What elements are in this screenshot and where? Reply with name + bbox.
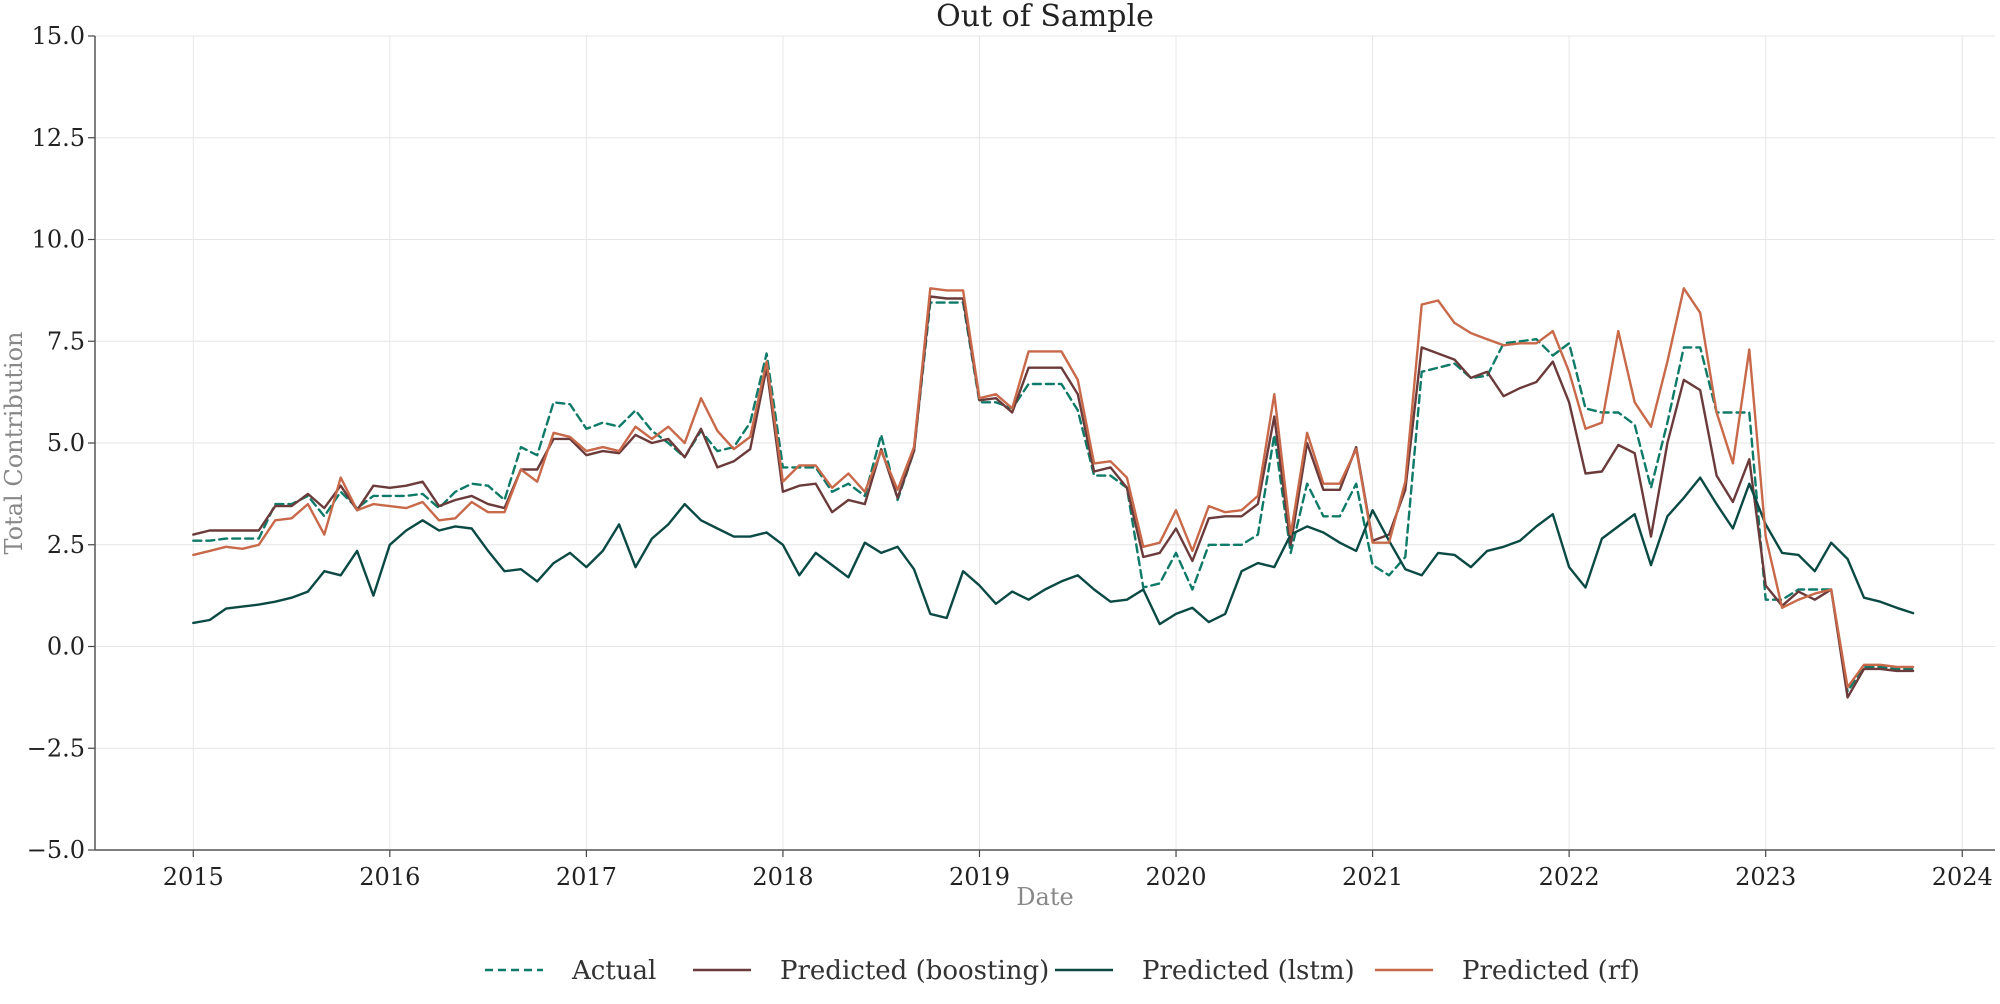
legend-label: Predicted (rf): [1462, 956, 1640, 986]
x-tick-label: 2019: [949, 863, 1010, 891]
series-line-predicted-rf: [192, 287, 1915, 689]
y-tick-label: 2.5: [47, 531, 85, 559]
legend: Actual Predicted (boosting) Predicted (lst…: [485, 956, 1640, 986]
y-tick-label: 15.0: [32, 22, 85, 50]
x-tick-label: 2022: [1539, 863, 1600, 891]
series-lines: [192, 287, 1915, 699]
grid-lines: [95, 35, 1995, 851]
y-tick-label: 10.0: [32, 226, 85, 254]
legend-label: Predicted (lstm): [1142, 956, 1355, 986]
x-tick-label: 2023: [1735, 863, 1796, 891]
x-tick-label: 2020: [1145, 863, 1206, 891]
y-tick-label: 0.0: [47, 633, 85, 661]
y-axis-title: Total Contribution: [0, 332, 28, 555]
y-tick-label: −2.5: [27, 734, 85, 762]
y-tick-label: 7.5: [47, 327, 85, 355]
x-axis-title: Date: [1016, 883, 1073, 911]
series-line-predicted-lstm: [192, 476, 1915, 626]
y-tick-label: 5.0: [47, 429, 85, 457]
legend-item: Predicted (lstm): [1055, 956, 1355, 986]
legend-item: Actual: [485, 956, 656, 986]
x-tick-label: 2017: [556, 863, 617, 891]
x-tick-label: 2018: [752, 863, 813, 891]
legend-label: Actual: [571, 956, 656, 986]
x-tick-label: 2024: [1932, 863, 1993, 891]
y-tick-label: 12.5: [32, 124, 85, 152]
series-line-predicted-boosting: [192, 295, 1915, 699]
chart-title: Out of Sample: [936, 0, 1154, 34]
legend-label: Predicted (boosting): [780, 956, 1049, 986]
axes: −5.0 −2.5 0.0 2.5 5.0 7.5 10.0 12.5 15.0 2015 2016…: [27, 22, 1995, 891]
legend-item: Predicted (rf): [1375, 956, 1640, 986]
y-tick-label: −5.0: [27, 836, 85, 864]
series-line-actual: [192, 301, 1915, 693]
x-tick-label: 2021: [1342, 863, 1403, 891]
x-tick-label: 2015: [163, 863, 224, 891]
legend-item: Predicted (boosting): [693, 956, 1049, 986]
x-tick-label: 2016: [359, 863, 420, 891]
